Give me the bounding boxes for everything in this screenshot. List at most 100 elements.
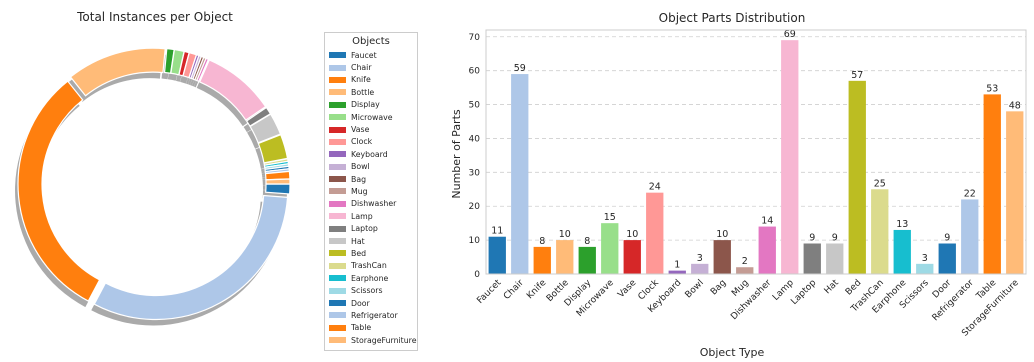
bar-microwave (601, 223, 619, 274)
legend-label: Dishwasher (351, 199, 397, 209)
bar-trashcan (871, 189, 889, 274)
donut-slices (17, 47, 291, 321)
x-tick-label: Bowl (684, 278, 706, 300)
legend-label: Chair (351, 63, 372, 73)
bar-laptop (803, 243, 821, 274)
bar-value-label: 22 (964, 188, 976, 199)
donut-slice-dishwasher (196, 57, 210, 83)
legend-label: Scissors (351, 286, 383, 296)
donut-shadow-chair (91, 201, 285, 326)
legend-swatch (329, 188, 346, 195)
x-tick-label: Hat (823, 278, 842, 297)
bar-value-label: 57 (851, 70, 863, 81)
bar-y-axis-label: Number of Parts (450, 109, 463, 198)
bar-bars (488, 40, 1024, 274)
legend-item-hat: Hat (329, 235, 413, 247)
legend-swatch (329, 64, 346, 71)
legend-swatch (329, 312, 346, 319)
legend-item-refrigerator: Refrigerator (329, 309, 413, 321)
legend-label: Laptop (351, 224, 378, 234)
x-tick-label: Bed (844, 278, 863, 297)
bar-value-label: 10 (626, 229, 638, 240)
bar-value-label: 9 (944, 233, 950, 244)
legend-items: Faucet Chair Knife Bottle Display Microwave Va… (329, 49, 417, 346)
bar-value-label: 3 (697, 253, 703, 264)
bar-gridlines (486, 36, 1026, 275)
legend-label: StorageFurniture (351, 335, 417, 345)
bar-keyboard (668, 270, 686, 274)
y-tick-label: 70 (469, 33, 481, 43)
legend-swatch (329, 337, 346, 344)
x-tick-label: Faucet (475, 278, 503, 306)
legend-label: Refrigerator (351, 310, 398, 320)
donut-slice-knife (17, 80, 101, 302)
legend-swatch (329, 250, 346, 257)
legend-swatch (329, 200, 346, 207)
legend-item-bag: Bag (329, 173, 413, 185)
bar-dishwasher (758, 226, 776, 274)
legend-label: Keyboard (351, 149, 388, 159)
x-tick-label: Chair (502, 278, 526, 302)
legend-swatch (329, 76, 346, 83)
bar-x-axis-label: Object Type (700, 346, 765, 359)
legend-item-table: Table (329, 322, 413, 334)
bar-faucet (488, 236, 506, 274)
legend-label: Microwave (351, 112, 393, 122)
bar-table (983, 94, 1001, 274)
y-tick-label: 20 (469, 202, 481, 212)
bar-scissors (916, 263, 934, 274)
legend-swatch (329, 176, 346, 183)
legend-swatch (329, 225, 346, 232)
bar-value-label: 11 (491, 226, 503, 237)
legend-item-lamp: Lamp (329, 210, 413, 222)
bar-door (938, 243, 956, 274)
legend-swatch (329, 213, 346, 220)
bar-value-label: 59 (514, 63, 526, 74)
legend-label: Lamp (351, 211, 373, 221)
legend-swatch (329, 287, 346, 294)
bar-chart-title: Object Parts Distribution (659, 11, 806, 25)
y-tick-label: 60 (469, 67, 481, 77)
legend-item-storagefurniture: StorageFurniture (329, 334, 417, 346)
legend-swatch (329, 52, 346, 59)
bar-lamp (781, 40, 799, 274)
legend-label: Clock (351, 137, 373, 147)
legend-label: Knife (351, 75, 371, 85)
bar-bed (848, 80, 866, 274)
legend-swatch (329, 324, 346, 331)
legend-swatch (329, 138, 346, 145)
bar-bowl (691, 263, 709, 274)
donut-slice-chair (93, 194, 289, 321)
y-tick-label: 10 (469, 236, 481, 246)
legend-item-earphone: Earphone (329, 272, 413, 284)
legend-label: Vase (351, 125, 370, 135)
donut-slice-hat (249, 113, 282, 144)
legend-swatch (329, 114, 346, 121)
bar-chair (511, 74, 529, 274)
legend-item-faucet: Faucet (329, 49, 413, 61)
legend-label: Bag (351, 174, 367, 184)
bar-value-label: 8 (539, 236, 545, 247)
legend-label: Faucet (351, 50, 377, 60)
legend-label: Display (351, 100, 380, 110)
donut-slice-lamp (198, 59, 267, 121)
x-tick-label: Vase (616, 278, 638, 300)
bar-refrigerator (961, 199, 979, 274)
bar-value-label: 2 (742, 256, 748, 267)
bar-value-label: 9 (832, 233, 838, 244)
legend-swatch (329, 275, 346, 282)
bar-vase (623, 240, 641, 274)
legend-item-bottle: Bottle (329, 86, 413, 98)
legend-item-knife: Knife (329, 74, 413, 86)
y-tick-label: 0 (474, 270, 480, 280)
bar-value-label: 24 (649, 182, 661, 193)
y-tick-label: 30 (469, 168, 481, 178)
bar-value-label: 10 (716, 229, 728, 240)
bar-hat (826, 243, 844, 274)
bar-value-label: 10 (559, 229, 571, 240)
legend-swatch (329, 101, 346, 108)
legend-label: Bottle (351, 87, 375, 97)
legend-label: Earphone (351, 273, 389, 283)
legend-item-laptop: Laptop (329, 222, 413, 234)
